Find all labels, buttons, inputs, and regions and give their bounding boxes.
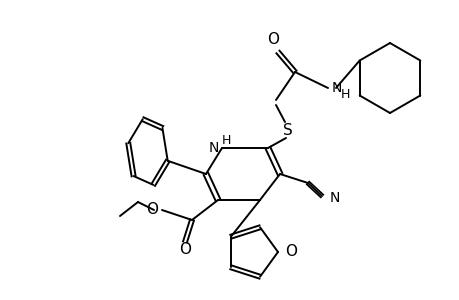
Text: O: O: [266, 32, 279, 47]
Text: N: N: [331, 81, 341, 95]
Text: H: H: [221, 134, 230, 146]
Text: O: O: [179, 242, 190, 257]
Text: S: S: [282, 122, 292, 137]
Text: O: O: [285, 244, 297, 260]
Text: H: H: [340, 88, 350, 100]
Text: N: N: [208, 141, 218, 155]
Text: N: N: [329, 191, 340, 205]
Text: O: O: [146, 202, 157, 217]
